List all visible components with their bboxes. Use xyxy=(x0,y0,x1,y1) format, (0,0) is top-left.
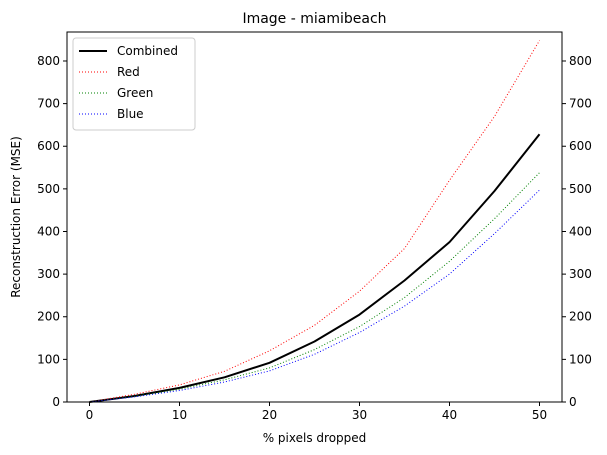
y-tick-label-right: 700 xyxy=(569,97,592,111)
y-tick-label-left: 100 xyxy=(37,352,60,366)
x-tick-label: 30 xyxy=(352,408,367,422)
series-line-blue xyxy=(89,189,540,403)
y-tick-label-right: 500 xyxy=(569,182,592,196)
x-axis: 0 10 20 30 40 50 xyxy=(86,402,547,422)
series-line-green xyxy=(89,172,540,403)
y-tick-label-left: 0 xyxy=(52,395,60,409)
plot-frame xyxy=(66,31,563,403)
legend-label-blue: Blue xyxy=(117,107,144,121)
legend-label-red: Red xyxy=(117,65,140,79)
y-tick-label-right: 400 xyxy=(569,224,592,238)
y-tick-label-left: 400 xyxy=(37,224,60,238)
series-line-combined xyxy=(89,133,541,403)
legend: Combined Red Green Blue xyxy=(72,37,196,131)
y-tick-label-right: 800 xyxy=(569,54,592,68)
y-tick-label-right: 100 xyxy=(569,352,592,366)
x-tick-label: 0 xyxy=(86,408,94,422)
y-axis-right: 0 100 200 300 400 500 600 700 800 xyxy=(562,54,592,409)
x-tick-label: 20 xyxy=(262,408,277,422)
y-axis-left: 0 100 200 300 400 500 600 700 800 xyxy=(37,54,67,409)
y-tick-label-left: 700 xyxy=(37,97,60,111)
x-tick-label: 10 xyxy=(172,408,187,422)
y-tick-label-left: 800 xyxy=(37,54,60,68)
y-tick-label-right: 300 xyxy=(569,267,592,281)
y-tick-label-left: 600 xyxy=(37,139,60,153)
chart-title: Image - miamibeach xyxy=(242,11,386,27)
y-axis-label: Reconstruction Error (MSE) xyxy=(9,136,23,298)
y-tick-label-right: 600 xyxy=(569,139,592,153)
y-tick-label-left: 200 xyxy=(37,310,60,324)
series-layer xyxy=(89,40,541,403)
y-tick-label-right: 0 xyxy=(569,395,577,409)
x-axis-label: % pixels dropped xyxy=(263,431,367,445)
y-tick-label-right: 200 xyxy=(569,310,592,324)
y-tick-label-left: 300 xyxy=(37,267,60,281)
legend-label-combined: Combined xyxy=(117,44,178,58)
y-tick-label-left: 500 xyxy=(37,182,60,196)
legend-label-green: Green xyxy=(117,86,153,100)
legend-box xyxy=(72,37,196,131)
x-tick-label: 50 xyxy=(532,408,547,422)
x-tick-label: 40 xyxy=(442,408,457,422)
